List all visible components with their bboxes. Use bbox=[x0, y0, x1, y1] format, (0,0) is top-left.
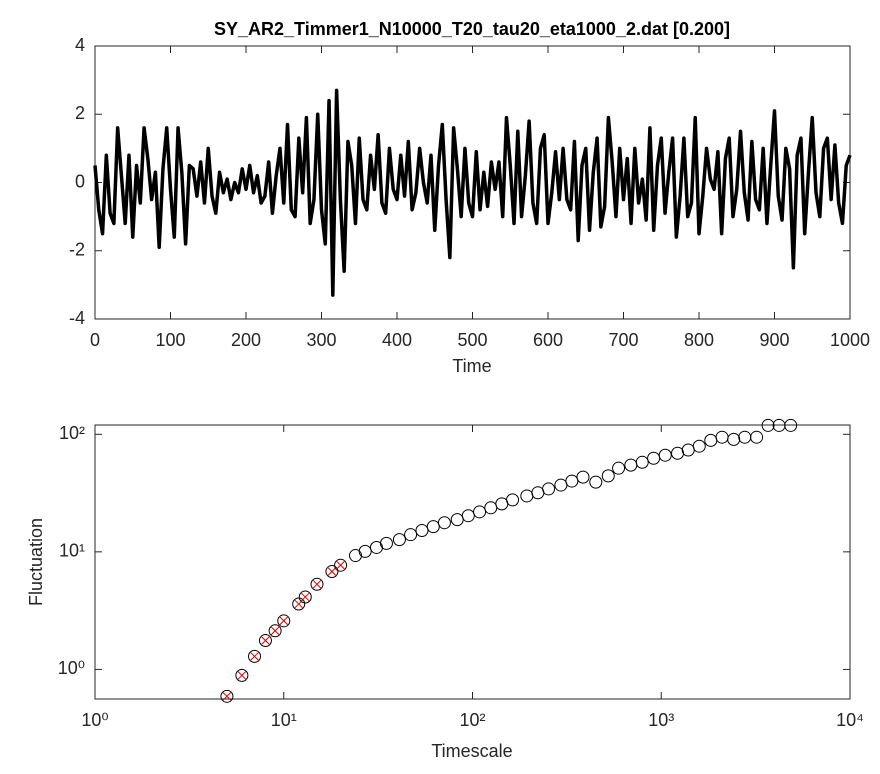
x-axis-label: Timescale bbox=[431, 741, 512, 761]
data-cross bbox=[327, 566, 337, 577]
data-point bbox=[576, 470, 590, 484]
data-point bbox=[601, 469, 615, 483]
x-tick-label: 800 bbox=[684, 330, 714, 350]
data-point bbox=[461, 509, 475, 523]
data-point bbox=[404, 528, 418, 542]
y-tick-label: 4 bbox=[75, 35, 85, 55]
data-point bbox=[473, 505, 487, 519]
data-point bbox=[220, 689, 234, 703]
x-tick-label: 10⁰ bbox=[81, 710, 108, 730]
x-tick-label: 10² bbox=[459, 710, 485, 730]
data-point bbox=[542, 482, 556, 496]
x-tick-label: 600 bbox=[533, 330, 563, 350]
data-point bbox=[258, 634, 272, 648]
y-tick-label: -4 bbox=[69, 308, 85, 328]
data-point bbox=[248, 649, 262, 663]
y-tick-label: 10¹ bbox=[59, 541, 85, 561]
data-point bbox=[692, 439, 706, 453]
data-point bbox=[437, 516, 451, 530]
data-point bbox=[589, 475, 603, 489]
data-point bbox=[392, 533, 406, 547]
data-point bbox=[358, 544, 372, 558]
data-cross bbox=[312, 579, 322, 589]
y-tick-label: 2 bbox=[75, 103, 85, 123]
y-tick-label: 10² bbox=[59, 423, 85, 443]
x-tick-label: 400 bbox=[382, 330, 412, 350]
x-tick-label: 500 bbox=[457, 330, 487, 350]
data-point bbox=[658, 448, 672, 462]
data-point bbox=[268, 624, 282, 638]
y-tick-label: 10⁰ bbox=[58, 658, 85, 678]
data-cross bbox=[249, 651, 260, 662]
data-point bbox=[298, 590, 312, 604]
data-point bbox=[761, 418, 775, 432]
data-cross bbox=[279, 616, 289, 626]
x-tick-label: 200 bbox=[231, 330, 261, 350]
data-cross bbox=[237, 670, 247, 681]
data-point bbox=[415, 523, 429, 537]
data-cross bbox=[260, 635, 271, 646]
x-tick-label: 1000 bbox=[830, 330, 870, 350]
data-point bbox=[292, 597, 306, 611]
data-point bbox=[235, 668, 249, 682]
y-tick-label: 0 bbox=[75, 171, 85, 191]
x-tick-label: 700 bbox=[608, 330, 638, 350]
y-axis-label: Fluctuation bbox=[26, 518, 46, 606]
plot-area bbox=[94, 424, 851, 700]
data-cross bbox=[335, 560, 346, 570]
x-tick-label: 100 bbox=[155, 330, 185, 350]
data-point bbox=[750, 430, 764, 444]
data-point bbox=[325, 565, 339, 579]
x-tick-label: 0 bbox=[90, 330, 100, 350]
data-point bbox=[635, 455, 649, 469]
x-tick-label: 900 bbox=[759, 330, 789, 350]
data-cross bbox=[222, 691, 232, 702]
data-cross bbox=[270, 626, 280, 636]
x-tick-label: 10⁴ bbox=[836, 710, 864, 730]
chart-title: SY_AR2_Timmer1_N10000_T20_tau20_eta1000_… bbox=[214, 19, 730, 39]
data-point bbox=[334, 558, 348, 572]
x-axis-label: Time bbox=[452, 356, 491, 376]
x-tick-label: 300 bbox=[306, 330, 336, 350]
x-tick-label: 10³ bbox=[648, 710, 674, 730]
data-point bbox=[277, 614, 291, 628]
x-tick-label: 10¹ bbox=[271, 710, 297, 730]
data-line bbox=[93, 88, 852, 297]
data-point bbox=[612, 461, 626, 475]
data-point bbox=[506, 493, 520, 507]
data-point bbox=[784, 418, 798, 432]
data-cross bbox=[300, 592, 310, 602]
data-point bbox=[379, 536, 393, 550]
data-point bbox=[310, 577, 324, 591]
y-tick-label: -2 bbox=[69, 240, 85, 260]
